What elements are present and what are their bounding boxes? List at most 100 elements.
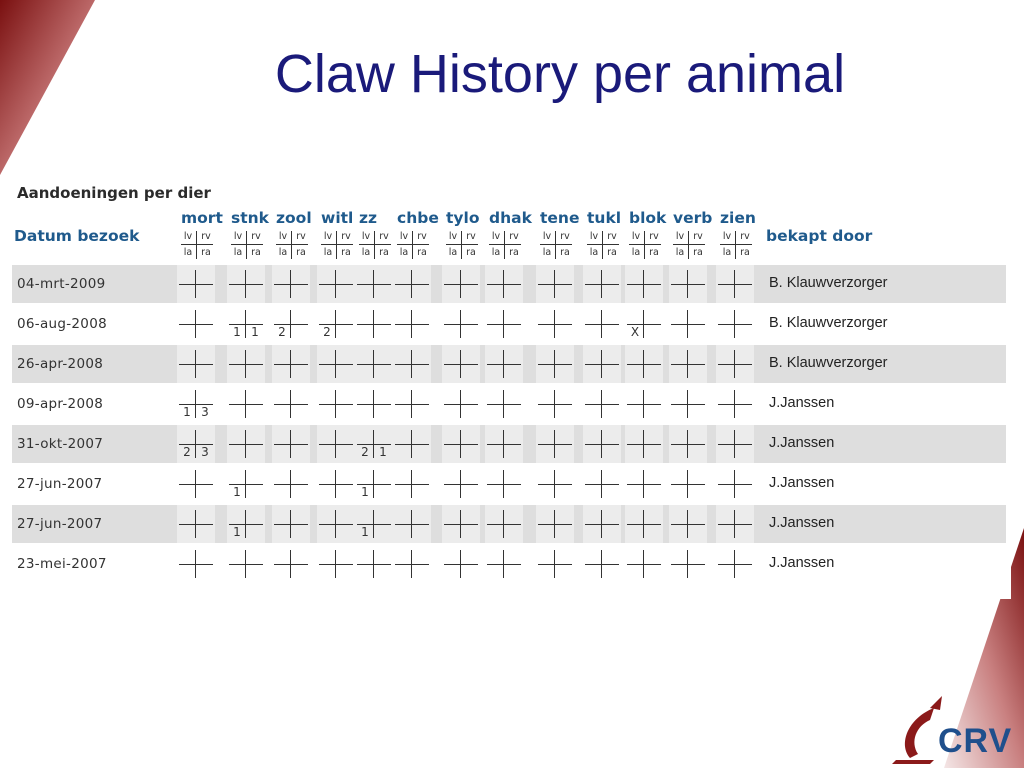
- table-row[interactable]: 26-apr-2008 B. Klauwverzorger: [12, 345, 1006, 383]
- claw-label-ra: ra: [296, 247, 306, 258]
- claw-cross-tene: [538, 390, 572, 420]
- claw-label-lv: lv: [399, 231, 409, 242]
- claw-cross-stnk: 1: [229, 470, 263, 500]
- claw-label-rv: rv: [466, 231, 476, 242]
- table-row[interactable]: 27-jun-2007 1 1 J.Janssen: [12, 465, 1006, 503]
- table-row[interactable]: 31-okt-2007 2 3 2 1 J.Janssen: [12, 425, 1006, 463]
- claw-cross-tene: [538, 350, 572, 380]
- claw-cross-verb: [671, 510, 705, 540]
- claw-cross-witl: [319, 270, 353, 300]
- claw-cross-zool: 2: [274, 310, 308, 340]
- claw-cross-tene: [538, 470, 572, 500]
- claw-cross-zz: [357, 390, 391, 420]
- claw-label-la: la: [542, 247, 552, 258]
- claw-label-ra: ra: [509, 247, 519, 258]
- claw-cross-zz: [357, 270, 391, 300]
- claw-score-ra: 3: [201, 445, 209, 459]
- table-row[interactable]: 04-mrt-2009 B. Klauwverzorger: [12, 265, 1006, 303]
- claw-cross-zz: [357, 310, 391, 340]
- claw-label-rv: rv: [607, 231, 617, 242]
- table-row[interactable]: 09-apr-2008 1 3 J.Janssen: [12, 385, 1006, 423]
- claw-cross-witl: [319, 430, 353, 460]
- claw-label-rv: rv: [201, 231, 211, 242]
- claw-cross-verb: [671, 310, 705, 340]
- claw-label-la: la: [399, 247, 409, 258]
- claw-score-la: 1: [183, 405, 191, 419]
- claw-cross-tylo: [444, 550, 478, 580]
- claw-cross-witl: [319, 390, 353, 420]
- claw-cross-witl: [319, 350, 353, 380]
- claw-label-ra: ra: [341, 247, 351, 258]
- trimmed-by: J.Janssen: [769, 515, 835, 531]
- claw-label-ra: ra: [693, 247, 703, 258]
- claw-score-la: X: [630, 325, 640, 339]
- claw-cross-witl: 2: [319, 310, 353, 340]
- trimmed-by: J.Janssen: [769, 435, 835, 451]
- claw-cross-verb: [671, 430, 705, 460]
- claw-label-ra: ra: [560, 247, 570, 258]
- claw-cross-zool: [274, 510, 308, 540]
- column-header-tylo: tylo: [446, 209, 480, 227]
- claw-label-lv: lv: [589, 231, 599, 242]
- claw-label-lv: lv: [491, 231, 501, 242]
- column-header-tukl: tukl: [587, 209, 622, 227]
- claw-cross-mort: [179, 310, 213, 340]
- claw-label-lv: lv: [631, 231, 641, 242]
- claw-label-lv: lv: [675, 231, 685, 242]
- claw-cross-verb: [671, 550, 705, 580]
- claw-label-la: la: [183, 247, 193, 258]
- claw-position-key: lv rv la ra: [487, 230, 523, 260]
- claw-cross-chbe: [395, 310, 429, 340]
- claw-score-la: 2: [183, 445, 191, 459]
- claw-cross-zien: [718, 350, 752, 380]
- trimmed-by: B. Klauwverzorger: [769, 315, 888, 331]
- column-header-blok: blok: [629, 209, 667, 227]
- column-header-tene: tene: [540, 209, 580, 227]
- claw-cross-zien: [718, 470, 752, 500]
- claw-label-ra: ra: [740, 247, 750, 258]
- claw-label-rv: rv: [341, 231, 351, 242]
- claw-cross-zien: [718, 510, 752, 540]
- slide-title: Claw History per animal: [274, 44, 846, 104]
- claw-label-la: la: [491, 247, 501, 258]
- visit-date: 04-mrt-2009: [17, 276, 106, 292]
- column-header-zz: zz: [359, 209, 378, 227]
- claw-label-ra: ra: [466, 247, 476, 258]
- claw-cross-tylo: [444, 310, 478, 340]
- claw-label-rv: rv: [417, 231, 427, 242]
- claw-cross-mort: [179, 550, 213, 580]
- claw-cross-tene: [538, 550, 572, 580]
- claw-cross-chbe: [395, 550, 429, 580]
- claw-cross-zien: [718, 310, 752, 340]
- claw-cross-blok: [627, 270, 661, 300]
- table-row[interactable]: 06-aug-2008 1 1 2 2 X B. Klauwverzorger: [12, 305, 1006, 343]
- claw-cross-stnk: 1: [229, 510, 263, 540]
- claw-label-lv: lv: [278, 231, 288, 242]
- claw-cross-chbe: [395, 350, 429, 380]
- claw-cross-zool: [274, 470, 308, 500]
- claw-score-la: 2: [361, 445, 369, 459]
- claw-cross-tylo: [444, 270, 478, 300]
- claw-score-la: 2: [278, 325, 286, 339]
- claw-label-la: la: [722, 247, 732, 258]
- claw-label-lv: lv: [722, 231, 732, 242]
- table-row[interactable]: 27-jun-2007 1 1 J.Janssen: [12, 505, 1006, 543]
- claw-cross-mort: [179, 350, 213, 380]
- claw-cross-dhak: [487, 270, 521, 300]
- claw-cross-zz: [357, 550, 391, 580]
- table-row[interactable]: 23-mei-2007 J.Janssen: [12, 545, 1006, 583]
- claw-label-rv: rv: [251, 231, 261, 242]
- claw-position-key: lv rv la ra: [538, 230, 574, 260]
- claw-label-lv: lv: [448, 231, 458, 242]
- claw-position-key: lv rv la ra: [229, 230, 265, 260]
- claw-cross-zien: [718, 430, 752, 460]
- claw-cross-stnk: [229, 270, 263, 300]
- claw-position-key: lv rv la ra: [444, 230, 480, 260]
- column-header-dhak: dhak: [489, 209, 532, 227]
- claw-cross-zz: 1: [357, 510, 391, 540]
- claw-label-lv: lv: [361, 231, 371, 242]
- claw-position-key: lv rv la ra: [671, 230, 707, 260]
- column-header-zool: zool: [276, 209, 312, 227]
- claw-cross-blok: [627, 430, 661, 460]
- claw-cross-chbe: [395, 270, 429, 300]
